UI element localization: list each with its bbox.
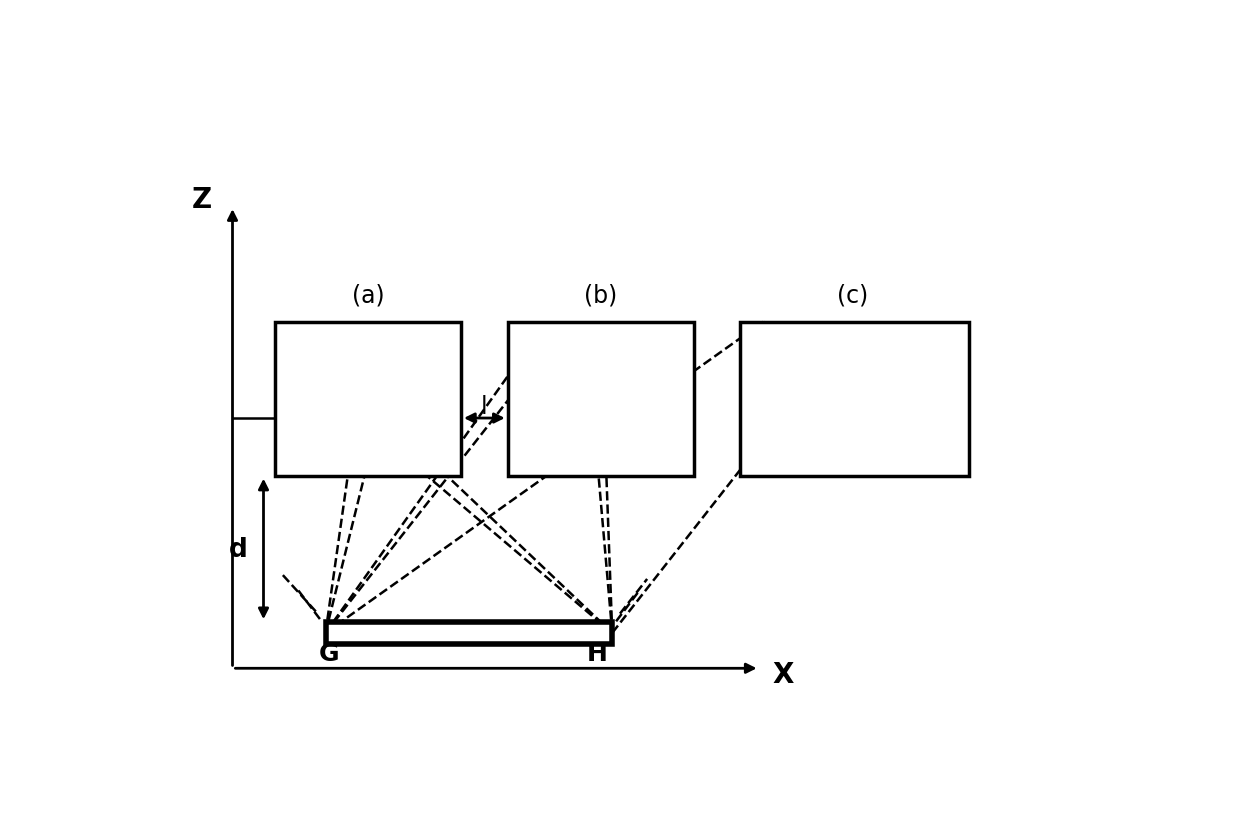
Text: Z: Z bbox=[191, 185, 212, 214]
Text: l: l bbox=[481, 395, 487, 419]
Text: G: G bbox=[319, 641, 340, 665]
Text: H: H bbox=[587, 641, 608, 665]
Text: (b): (b) bbox=[584, 283, 618, 307]
Text: d: d bbox=[229, 537, 248, 562]
Bar bbox=[275, 322, 461, 476]
Text: X: X bbox=[773, 661, 794, 689]
Text: (c): (c) bbox=[837, 283, 868, 307]
Bar bbox=[740, 322, 968, 476]
Text: (a): (a) bbox=[352, 283, 384, 307]
Bar bbox=[507, 322, 693, 476]
Bar bbox=[325, 623, 613, 644]
